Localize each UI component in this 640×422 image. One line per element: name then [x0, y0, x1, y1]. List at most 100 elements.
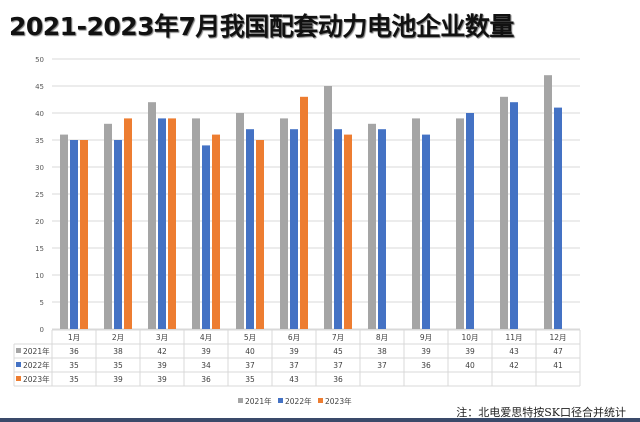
data-label: 36 — [69, 347, 79, 356]
table-series-label: 2023年 — [23, 374, 50, 384]
legend-key — [318, 398, 323, 403]
data-label: 37 — [377, 361, 387, 370]
data-label: 38 — [113, 347, 123, 356]
bottom-band — [0, 418, 640, 422]
legend-key — [238, 398, 243, 403]
data-label: 39 — [113, 375, 123, 384]
bar-2023年-1月 — [80, 140, 88, 329]
data-label: 39 — [289, 347, 299, 356]
y-tick-label: 45 — [35, 83, 44, 91]
y-tick-label: 10 — [35, 272, 44, 280]
chart-title: 2021-2023年7月我国配套动力电池企业数量 — [9, 12, 514, 41]
y-tick-label: 25 — [35, 191, 44, 199]
bar-2022年-9月 — [422, 134, 430, 329]
x-tick-label: 10月 — [461, 333, 478, 342]
bar-2022年-5月 — [246, 129, 254, 329]
x-tick-label: 9月 — [420, 333, 432, 342]
data-label: 36 — [201, 375, 211, 384]
bar-2022年-7月 — [334, 129, 342, 329]
bar-2022年-8月 — [378, 129, 386, 329]
data-label: 37 — [289, 361, 299, 370]
data-label: 42 — [157, 347, 167, 356]
y-tick-label: 20 — [35, 218, 44, 226]
x-tick-label: 1月 — [68, 333, 80, 342]
footnote: 注：北电爱思特按SK口径合并统计 — [456, 406, 626, 419]
data-label: 36 — [333, 375, 343, 384]
x-tick-label: 3月 — [156, 333, 168, 342]
x-tick-label: 7月 — [332, 333, 344, 342]
table-series-label: 2022年 — [23, 360, 50, 370]
data-label: 47 — [553, 347, 563, 356]
x-tick-label: 2月 — [112, 333, 124, 342]
data-label: 39 — [465, 347, 475, 356]
bar-2023年-4月 — [212, 134, 220, 329]
data-label: 37 — [333, 361, 343, 370]
bar-2023年-2月 — [124, 118, 132, 330]
data-label: 35 — [245, 375, 255, 384]
bar-2021年-1月 — [60, 134, 68, 329]
y-tick-label: 50 — [35, 56, 44, 64]
table-legend-key — [16, 348, 21, 353]
bar-2022年-3月 — [158, 118, 166, 330]
data-label: 40 — [465, 361, 475, 370]
data-label: 35 — [69, 375, 79, 384]
y-tick-label: 30 — [35, 164, 44, 172]
bar-2022年-4月 — [202, 145, 210, 329]
data-label: 43 — [509, 347, 519, 356]
x-tick-label: 6月 — [288, 333, 300, 342]
bar-2021年-4月 — [192, 118, 200, 330]
legend-label: 2023年 — [325, 396, 352, 406]
bar-2021年-6月 — [280, 118, 288, 330]
legend-key — [278, 398, 283, 403]
y-tick-label: 40 — [35, 110, 44, 118]
y-tick-label: 0 — [40, 326, 44, 334]
data-label: 39 — [157, 375, 167, 384]
bar-2023年-3月 — [168, 118, 176, 330]
data-label: 38 — [377, 347, 387, 356]
data-label: 43 — [289, 375, 299, 384]
bar-2021年-8月 — [368, 123, 376, 329]
bar-2022年-10月 — [466, 113, 474, 329]
x-tick-label: 12月 — [549, 333, 566, 342]
data-label: 40 — [245, 347, 255, 356]
x-tick-label: 5月 — [244, 333, 256, 342]
data-label: 45 — [333, 347, 343, 356]
data-label: 39 — [157, 361, 167, 370]
data-label: 42 — [509, 361, 519, 370]
y-tick-label: 15 — [35, 245, 44, 253]
bar-2023年-7月 — [344, 134, 352, 329]
table-legend-key — [16, 362, 21, 367]
table-series-label: 2021年 — [23, 346, 50, 356]
data-label: 41 — [553, 361, 563, 370]
bar-2021年-2月 — [104, 123, 112, 329]
data-label: 37 — [245, 361, 255, 370]
x-tick-label: 11月 — [505, 333, 522, 342]
y-tick-label: 5 — [40, 299, 44, 307]
bar-2021年-3月 — [148, 102, 156, 329]
x-tick-label: 4月 — [200, 333, 212, 342]
legend-label: 2022年 — [285, 396, 312, 406]
legend-label: 2021年 — [245, 396, 272, 406]
bar-2022年-11月 — [510, 102, 518, 329]
bar-2022年-2月 — [114, 140, 122, 329]
bar-2022年-6月 — [290, 129, 298, 329]
data-label: 35 — [69, 361, 79, 370]
data-label: 39 — [421, 347, 431, 356]
data-label: 35 — [113, 361, 123, 370]
bar-2023年-6月 — [300, 96, 308, 329]
bar-2021年-12月 — [544, 75, 552, 329]
data-label: 39 — [201, 347, 211, 356]
bar-2022年-1月 — [70, 140, 78, 329]
x-tick-label: 8月 — [376, 333, 388, 342]
bar-2023年-5月 — [256, 140, 264, 329]
bar-2021年-5月 — [236, 113, 244, 329]
table-legend-key — [16, 376, 21, 381]
y-tick-label: 35 — [35, 137, 44, 145]
data-label: 34 — [201, 361, 211, 370]
bar-2021年-7月 — [324, 86, 332, 329]
bar-2021年-11月 — [500, 96, 508, 329]
bar-2021年-9月 — [412, 118, 420, 330]
bar-2022年-12月 — [554, 107, 562, 329]
data-label: 36 — [421, 361, 431, 370]
